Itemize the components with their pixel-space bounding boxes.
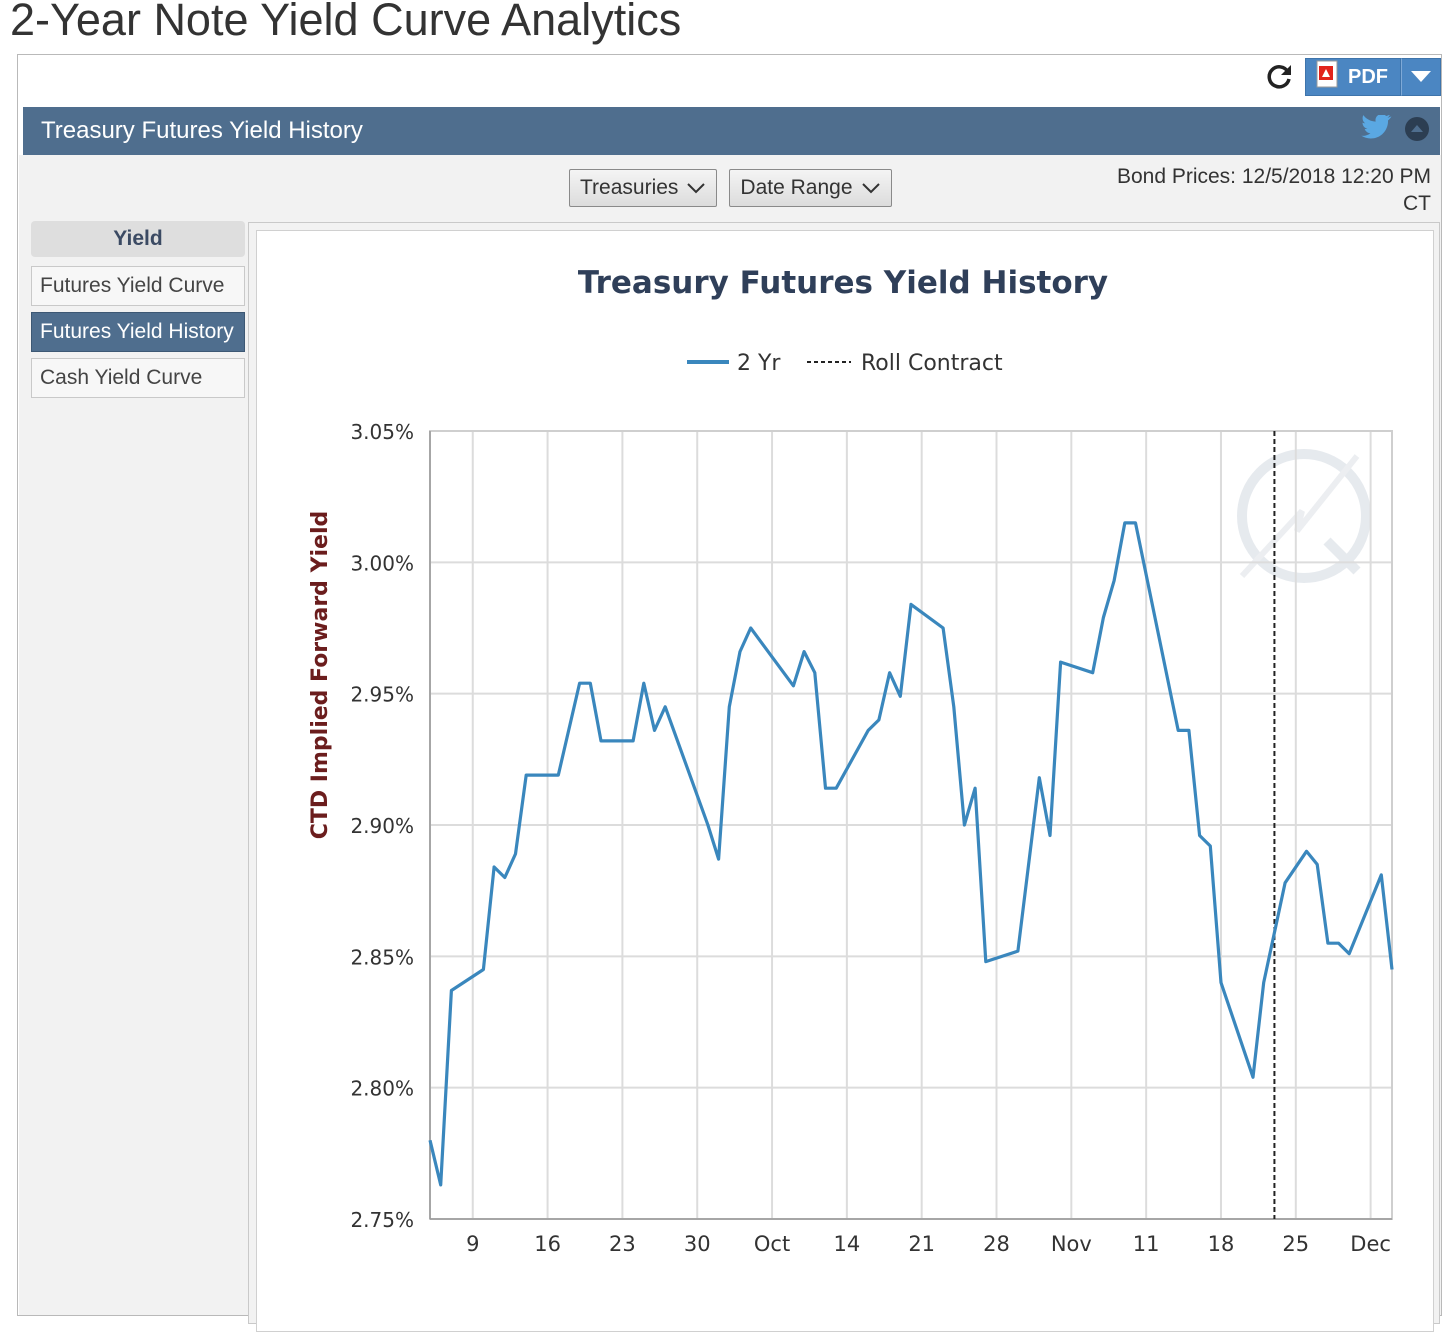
x-tick-label: 21 — [908, 1232, 935, 1256]
chevron-down-icon — [861, 183, 880, 194]
axes: 3.05% 3.00% 2.95% 2.90% 2.85% 2.80% 2.75% 9 16 23… — [350, 420, 1393, 1256]
x-tick-label: Nov — [1051, 1232, 1092, 1256]
collapse-icon[interactable] — [1404, 116, 1430, 147]
yield-history-chart: Treasury Futures Yield History 2 Yr Roll… — [308, 265, 1394, 1256]
sidebar-item-futures-yield-history[interactable]: Futures Yield History — [31, 312, 245, 352]
x-tick-label: 30 — [684, 1232, 711, 1256]
toolbar: PDF — [1261, 57, 1441, 97]
sidebar-item-cash-yield-curve[interactable]: Cash Yield Curve — [31, 358, 245, 398]
series-layer — [428, 431, 1394, 1219]
legend-series-label: 2 Yr — [737, 351, 781, 376]
x-tick-label: 9 — [466, 1232, 479, 1256]
x-tick-label: 11 — [1133, 1232, 1160, 1256]
series-line-2yr — [428, 521, 1394, 1187]
y-tick-label: 3.05% — [350, 420, 414, 444]
legend-roll-label: Roll Contract — [861, 351, 1003, 376]
y-tick-label: 3.00% — [350, 551, 414, 575]
y-axis-title: CTD Implied Forward Yield — [308, 511, 333, 840]
y-tick-label: 2.85% — [350, 945, 414, 969]
y-tick-label: 2.95% — [350, 683, 414, 707]
pdf-label: PDF — [1348, 65, 1388, 88]
x-tick-label: 28 — [983, 1232, 1010, 1256]
x-tick-label: Dec — [1350, 1232, 1391, 1256]
twitter-icon[interactable] — [1360, 113, 1394, 148]
caret-down-icon — [1411, 71, 1431, 82]
date-range-label: Date Range — [740, 176, 853, 199]
sidebar-heading: Yield — [31, 221, 245, 257]
refresh-icon[interactable] — [1261, 59, 1297, 95]
treasuries-label: Treasuries — [580, 176, 679, 199]
x-tick-label: 23 — [609, 1232, 636, 1256]
y-tick-label: 2.90% — [350, 814, 414, 838]
y-tick-label: 2.75% — [350, 1208, 414, 1232]
bond-prices-timestamp: Bond Prices: 12/5/2018 12:20 PM CT — [1051, 163, 1431, 217]
x-tick-label: 18 — [1208, 1232, 1235, 1256]
chart-container: Treasury Futures Yield History 2 Yr Roll… — [248, 222, 1440, 1332]
pdf-export-group: PDF — [1305, 58, 1441, 96]
chevron-down-icon — [687, 183, 706, 194]
chart-title: Treasury Futures Yield History — [578, 265, 1108, 301]
x-tick-label: Oct — [754, 1232, 790, 1256]
content-area: Treasuries Date Range Bond Prices: 12/5/… — [19, 155, 1441, 1332]
y-tick-label: 2.80% — [350, 1077, 414, 1101]
chart-panel: Treasury Futures Yield History 2 Yr Roll… — [256, 230, 1434, 1332]
x-tick-label: 25 — [1282, 1232, 1309, 1256]
pdf-button[interactable]: PDF — [1305, 58, 1401, 96]
pdf-file-icon — [1316, 60, 1340, 94]
sidebar: Yield Futures Yield Curve Futures Yield … — [31, 221, 245, 404]
page-title: 2-Year Note Yield Curve Analytics — [10, 0, 682, 45]
x-tick-label: 14 — [833, 1232, 860, 1256]
sidebar-item-futures-yield-curve[interactable]: Futures Yield Curve — [31, 266, 245, 306]
pdf-dropdown-button[interactable] — [1401, 58, 1441, 96]
bond-prices-line1: Bond Prices: 12/5/2018 12:20 PM — [1116, 165, 1431, 188]
treasuries-dropdown[interactable]: Treasuries — [569, 169, 718, 207]
panel-title: Treasury Futures Yield History — [41, 117, 363, 144]
watermark-logo — [1237, 449, 1371, 583]
filter-bar: Treasuries Date Range — [569, 169, 892, 207]
panel-header: Treasury Futures Yield History — [23, 107, 1440, 155]
x-tick-label: 16 — [534, 1232, 561, 1256]
main-frame: PDF Treasury Futures Yield History — [17, 54, 1442, 1332]
date-range-dropdown[interactable]: Date Range — [729, 169, 892, 207]
bond-prices-line2: CT — [1403, 192, 1431, 215]
chart-legend: 2 Yr Roll Contract — [687, 351, 1003, 376]
